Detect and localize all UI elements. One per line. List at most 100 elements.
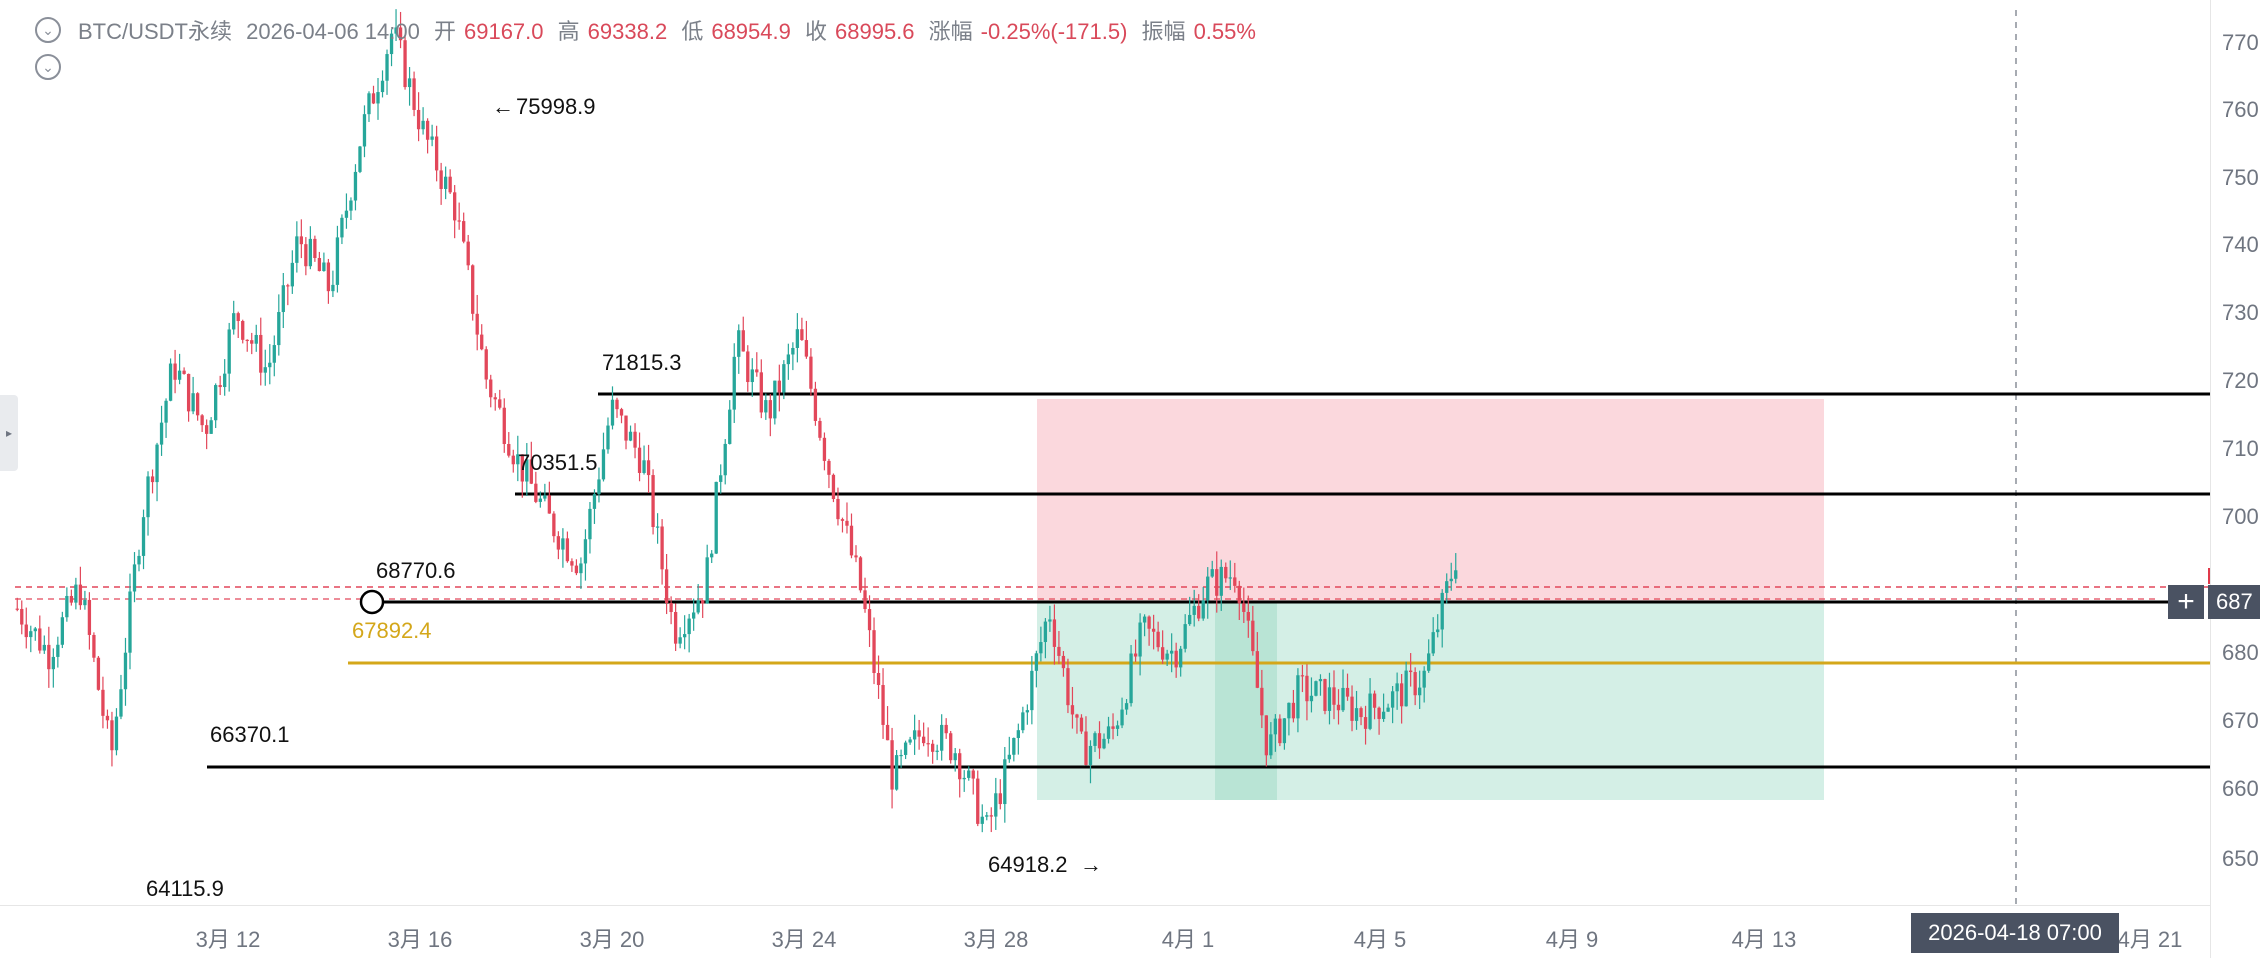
time-tick-label: 4月 13 (1731, 927, 1797, 952)
candle-body (1368, 693, 1372, 729)
candle-body (1278, 718, 1282, 744)
candle-body (132, 564, 137, 592)
price-axis[interactable] (2210, 0, 2260, 958)
candle-body (538, 498, 542, 502)
time-tick-label: 4月 1 (1161, 927, 1215, 952)
candle-body (1269, 734, 1273, 756)
time-axis[interactable] (0, 905, 2210, 959)
candle-body (191, 393, 195, 412)
candle-body (876, 673, 881, 686)
candle-body (1106, 726, 1111, 739)
amplitude-label: 振幅 (1141, 19, 1186, 44)
price-tick-label: 730 (2222, 300, 2259, 325)
candle-body (867, 609, 872, 631)
candle-body (290, 262, 294, 287)
candle-body (286, 285, 290, 287)
candle-body (340, 217, 344, 238)
stop-loss-zone[interactable] (1037, 399, 1824, 601)
candle-body (295, 236, 299, 263)
candle-body (1332, 687, 1336, 705)
level-anchor-handle[interactable] (359, 589, 385, 615)
candle-body (556, 536, 561, 550)
candle-body (498, 399, 502, 408)
candle-body (1309, 695, 1314, 702)
low-arrow-icon: → (1080, 852, 1102, 877)
peak-arrow-icon: ← (492, 94, 514, 119)
candle-body (1179, 648, 1183, 668)
candle-body (818, 420, 822, 438)
candle-body (1206, 576, 1210, 601)
candle-body (308, 238, 313, 267)
candle-body (1156, 631, 1160, 648)
candle-body (407, 78, 412, 88)
candle-body (660, 526, 664, 570)
candle-body (1246, 611, 1250, 621)
candle-body (1079, 717, 1084, 732)
candle-body (822, 437, 827, 461)
candle-body (60, 617, 65, 645)
candle-body (20, 608, 24, 625)
left-panel-handle[interactable]: ▸ (0, 395, 18, 471)
candle-body (908, 739, 912, 743)
candle-body (800, 329, 804, 341)
peak-price-label: 75998.9 (516, 94, 596, 119)
candle-body (723, 443, 727, 476)
candlestick-chart[interactable]: ← → (0, 0, 2210, 905)
time-tick-label: 4月 21 (2117, 927, 2183, 952)
ohlc-legend: BTC/USDT永续 2026-04-06 14:00 开 69167.0 高 69… (78, 14, 1264, 46)
candle-body (1413, 672, 1417, 696)
candle-body (1075, 714, 1079, 718)
candle-body (439, 170, 443, 189)
crosshair-time-label: 2026-04-18 07:00 (1911, 913, 2119, 953)
change-label: 涨幅 (928, 19, 973, 44)
candle-body (78, 584, 83, 606)
candle-body (1219, 566, 1223, 596)
collapse-toggle-1[interactable]: ⌄ (35, 17, 61, 43)
candle-datetime: 2026-04-06 14:00 (246, 19, 420, 44)
candle-body (344, 210, 349, 218)
candle-body (214, 385, 218, 421)
candle-body (42, 644, 46, 651)
candle-body (836, 498, 840, 520)
candle-body (989, 815, 993, 817)
candle-body (1129, 653, 1133, 704)
candle-body (935, 750, 939, 752)
candle-body (317, 258, 322, 272)
high-label: 高 (557, 19, 580, 44)
candle-body (1422, 670, 1426, 688)
add-alert-button[interactable]: + (2168, 585, 2204, 619)
candle-body (227, 329, 231, 374)
candle-body (353, 171, 358, 201)
time-tick-label: 3月 20 (579, 927, 645, 952)
candle-body (768, 400, 772, 419)
candle-body (759, 372, 763, 413)
candle-body (168, 363, 173, 401)
candle-body (642, 460, 646, 473)
price-tick-label: 670 (2222, 708, 2259, 733)
mid-price-label: 68770.6 (376, 558, 456, 583)
candle-body (737, 330, 741, 357)
collapse-toggle-2[interactable]: ⌄ (35, 54, 61, 80)
candle-body (232, 313, 236, 330)
candle-body (69, 595, 74, 603)
candle-body (47, 644, 51, 670)
candle-body (502, 407, 506, 445)
candle-body (155, 444, 159, 483)
candle-body (1251, 620, 1255, 652)
candle-body (1052, 619, 1057, 647)
candle-body (1147, 616, 1151, 629)
low-value: 68954.9 (711, 19, 791, 44)
candle-body (728, 409, 732, 444)
close-value: 68995.6 (835, 19, 915, 44)
candle-body (534, 483, 538, 502)
candle-body (1454, 570, 1458, 579)
candle-body (1039, 642, 1043, 654)
candle-body (331, 284, 335, 292)
candle-body (669, 602, 673, 613)
candle-body (601, 449, 606, 480)
candle-body (448, 176, 452, 193)
candle-body (236, 313, 240, 322)
candle-body (682, 634, 687, 638)
candle-body (1188, 614, 1192, 625)
